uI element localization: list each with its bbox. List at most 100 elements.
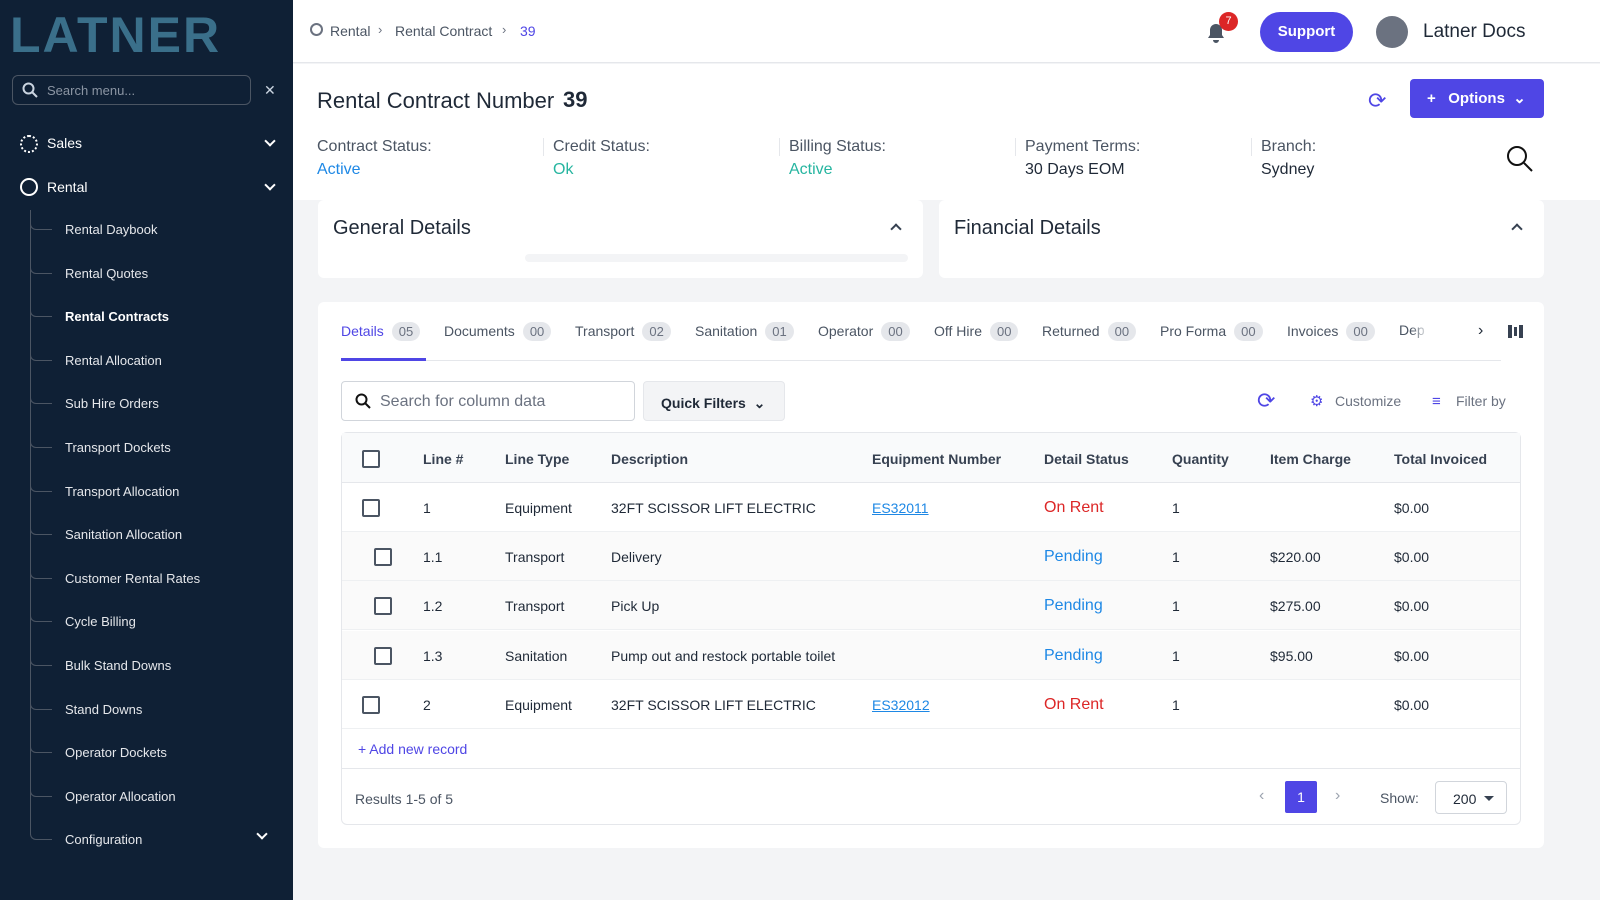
column-search[interactable]: Search for column data bbox=[341, 381, 635, 421]
page-size[interactable]: 200 bbox=[1435, 781, 1507, 814]
column-header[interactable]: Description bbox=[611, 451, 689, 467]
column-header[interactable]: Item Charge bbox=[1270, 451, 1351, 467]
icon bbox=[20, 135, 38, 153]
cell-line: 1 bbox=[423, 500, 431, 516]
checkbox[interactable] bbox=[362, 499, 380, 517]
menu-item[interactable]: Sales bbox=[47, 135, 83, 151]
cell-type: Equipment bbox=[505, 500, 572, 516]
notification-count: 7 bbox=[1219, 12, 1238, 31]
submenu-item[interactable]: Rental Allocation bbox=[65, 352, 162, 368]
cell-description: Delivery bbox=[611, 549, 662, 566]
cell-description: 32FT SCISSOR LIFT ELECTRIC bbox=[611, 696, 816, 713]
sep: › bbox=[502, 22, 507, 37]
column-header[interactable]: Line # bbox=[423, 451, 464, 467]
chevron[interactable] bbox=[1511, 223, 1523, 235]
submenu-item[interactable]: Sanitation Allocation bbox=[65, 527, 183, 543]
field-label: Credit Status: bbox=[553, 138, 650, 155]
chevron[interactable] bbox=[890, 223, 902, 235]
submenu-item[interactable]: Rental Daybook bbox=[65, 222, 158, 237]
tab[interactable]: Operator 00 bbox=[818, 322, 910, 341]
cell-quantity: 1 bbox=[1172, 549, 1180, 566]
submenu-item[interactable]: Transport Dockets bbox=[65, 440, 171, 455]
field-label: Branch: bbox=[1261, 138, 1317, 155]
tab[interactable]: Details 05 bbox=[341, 322, 421, 341]
cell-status: Pending bbox=[1044, 597, 1103, 615]
submenu-item[interactable]: Operator Dockets bbox=[65, 745, 167, 761]
tab[interactable]: Pro Forma 00 bbox=[1160, 322, 1263, 341]
cell-line: 2 bbox=[423, 696, 431, 713]
logo: LATNER bbox=[10, 7, 222, 63]
tree-branch bbox=[30, 222, 52, 230]
submenu-item[interactable]: Stand Downs bbox=[65, 701, 143, 717]
breadcrumb[interactable]: Rental Contract bbox=[395, 23, 493, 39]
tab[interactable]: Off Hire 00 bbox=[934, 322, 1019, 341]
title: Rental Contract Number bbox=[317, 88, 555, 113]
checkbox[interactable] bbox=[362, 695, 380, 714]
tab-count: 01 bbox=[765, 322, 794, 341]
refresh[interactable]: ⟳ bbox=[1368, 88, 1387, 113]
filter-by[interactable]: Filter by bbox=[1456, 393, 1506, 409]
breadcrumb: 39 bbox=[520, 23, 536, 39]
tree-branch bbox=[30, 396, 52, 405]
menu-item[interactable]: Rental bbox=[47, 179, 88, 195]
add-record[interactable]: + Add new record bbox=[358, 741, 468, 757]
cell-quantity: 1 bbox=[1172, 598, 1180, 615]
submenu-item[interactable]: Transport Allocation bbox=[65, 483, 180, 499]
column-header[interactable]: Line Type bbox=[505, 451, 570, 467]
checkbox[interactable] bbox=[374, 548, 392, 567]
submenu-item[interactable]: Bulk Stand Downs bbox=[65, 658, 172, 673]
tab-name: Transport bbox=[575, 323, 635, 339]
checkbox[interactable] bbox=[362, 450, 380, 468]
submenu-item[interactable]: Rental Quotes bbox=[65, 265, 149, 281]
user-name[interactable]: Latner Docs bbox=[1423, 21, 1526, 42]
tab[interactable]: Returned 00 bbox=[1042, 322, 1137, 341]
column-header[interactable]: Total Invoiced bbox=[1394, 451, 1488, 467]
cell-line: 1.1 bbox=[423, 549, 443, 566]
sidebar: LATNER Search menu... ✕ Sales Rental Ren… bbox=[0, 0, 293, 900]
tab[interactable]: Dep bbox=[1399, 322, 1429, 338]
customize[interactable]: Customize bbox=[1335, 393, 1402, 409]
tab[interactable]: Documents 00 bbox=[444, 322, 552, 341]
tree-branch bbox=[30, 483, 52, 492]
submenu-item[interactable]: Customer Rental Rates bbox=[65, 570, 201, 586]
tab[interactable]: Invoices 00 bbox=[1287, 322, 1375, 341]
tab[interactable]: Transport 02 bbox=[575, 322, 671, 341]
columns-icon[interactable] bbox=[1508, 325, 1523, 338]
panel-title[interactable]: General Details bbox=[333, 217, 471, 239]
results: Results 1-5 of 5 bbox=[355, 791, 454, 807]
column-header[interactable]: Detail Status bbox=[1044, 451, 1129, 467]
checkbox[interactable] bbox=[374, 597, 392, 616]
prev[interactable]: ‹ bbox=[1259, 787, 1265, 804]
submenu-item[interactable]: Sub Hire Orders bbox=[65, 396, 159, 412]
avatar[interactable] bbox=[1376, 16, 1408, 48]
cell-type: Transport bbox=[505, 598, 565, 615]
equipment-link[interactable]: ES32011 bbox=[872, 500, 929, 516]
breadcrumb[interactable]: Rental bbox=[330, 23, 371, 39]
menu-search[interactable]: Search menu... bbox=[12, 75, 251, 105]
tab[interactable]: Sanitation 01 bbox=[695, 322, 794, 341]
support-button[interactable]: Support bbox=[1260, 12, 1353, 52]
search-icon[interactable] bbox=[1505, 144, 1535, 174]
submenu-item[interactable]: Configuration bbox=[65, 832, 143, 848]
header-row bbox=[342, 433, 1520, 483]
submenu-item[interactable]: Operator Allocation bbox=[65, 788, 176, 804]
caret bbox=[1484, 796, 1494, 801]
submenu-item[interactable]: Rental Contracts bbox=[65, 309, 170, 325]
quick-filters[interactable]: Quick Filters ⌄ bbox=[643, 381, 785, 421]
submenu-item[interactable]: Cycle Billing bbox=[65, 614, 136, 630]
collapse[interactable]: ✕ bbox=[264, 82, 276, 98]
column-header[interactable]: Equipment Number bbox=[872, 451, 1002, 467]
page[interactable]: 1 bbox=[1285, 781, 1317, 813]
next[interactable]: › bbox=[1335, 787, 1341, 804]
field-value: Ok bbox=[553, 161, 574, 178]
equipment-link[interactable]: ES32012 bbox=[872, 696, 930, 713]
tab-name: Pro Forma bbox=[1160, 323, 1227, 339]
column-header[interactable]: Quantity bbox=[1172, 451, 1229, 467]
checkbox[interactable] bbox=[374, 646, 392, 665]
bell[interactable] bbox=[1206, 22, 1226, 44]
tab-scroll[interactable]: › bbox=[1478, 322, 1484, 339]
table-row bbox=[342, 581, 1520, 631]
options-button[interactable]: + Options ⌄ bbox=[1410, 79, 1544, 118]
panel-title[interactable]: Financial Details bbox=[954, 217, 1101, 239]
refresh[interactable]: ⟳ bbox=[1257, 388, 1276, 413]
